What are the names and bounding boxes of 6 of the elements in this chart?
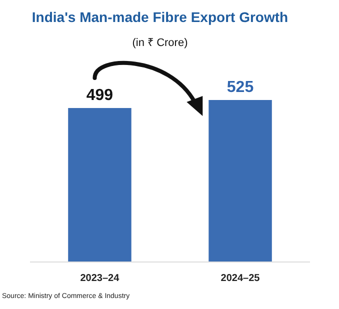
chart-title: India's Man-made Fibre Export Growth bbox=[32, 9, 288, 25]
data-label: 499 bbox=[86, 87, 114, 104]
chart-subtitle: (in ₹ Crore) bbox=[132, 37, 188, 49]
data-label: 525 bbox=[226, 79, 254, 96]
x-tick-label: 2023–24 bbox=[80, 273, 120, 284]
x-tick-label: 2024–25 bbox=[220, 273, 260, 284]
